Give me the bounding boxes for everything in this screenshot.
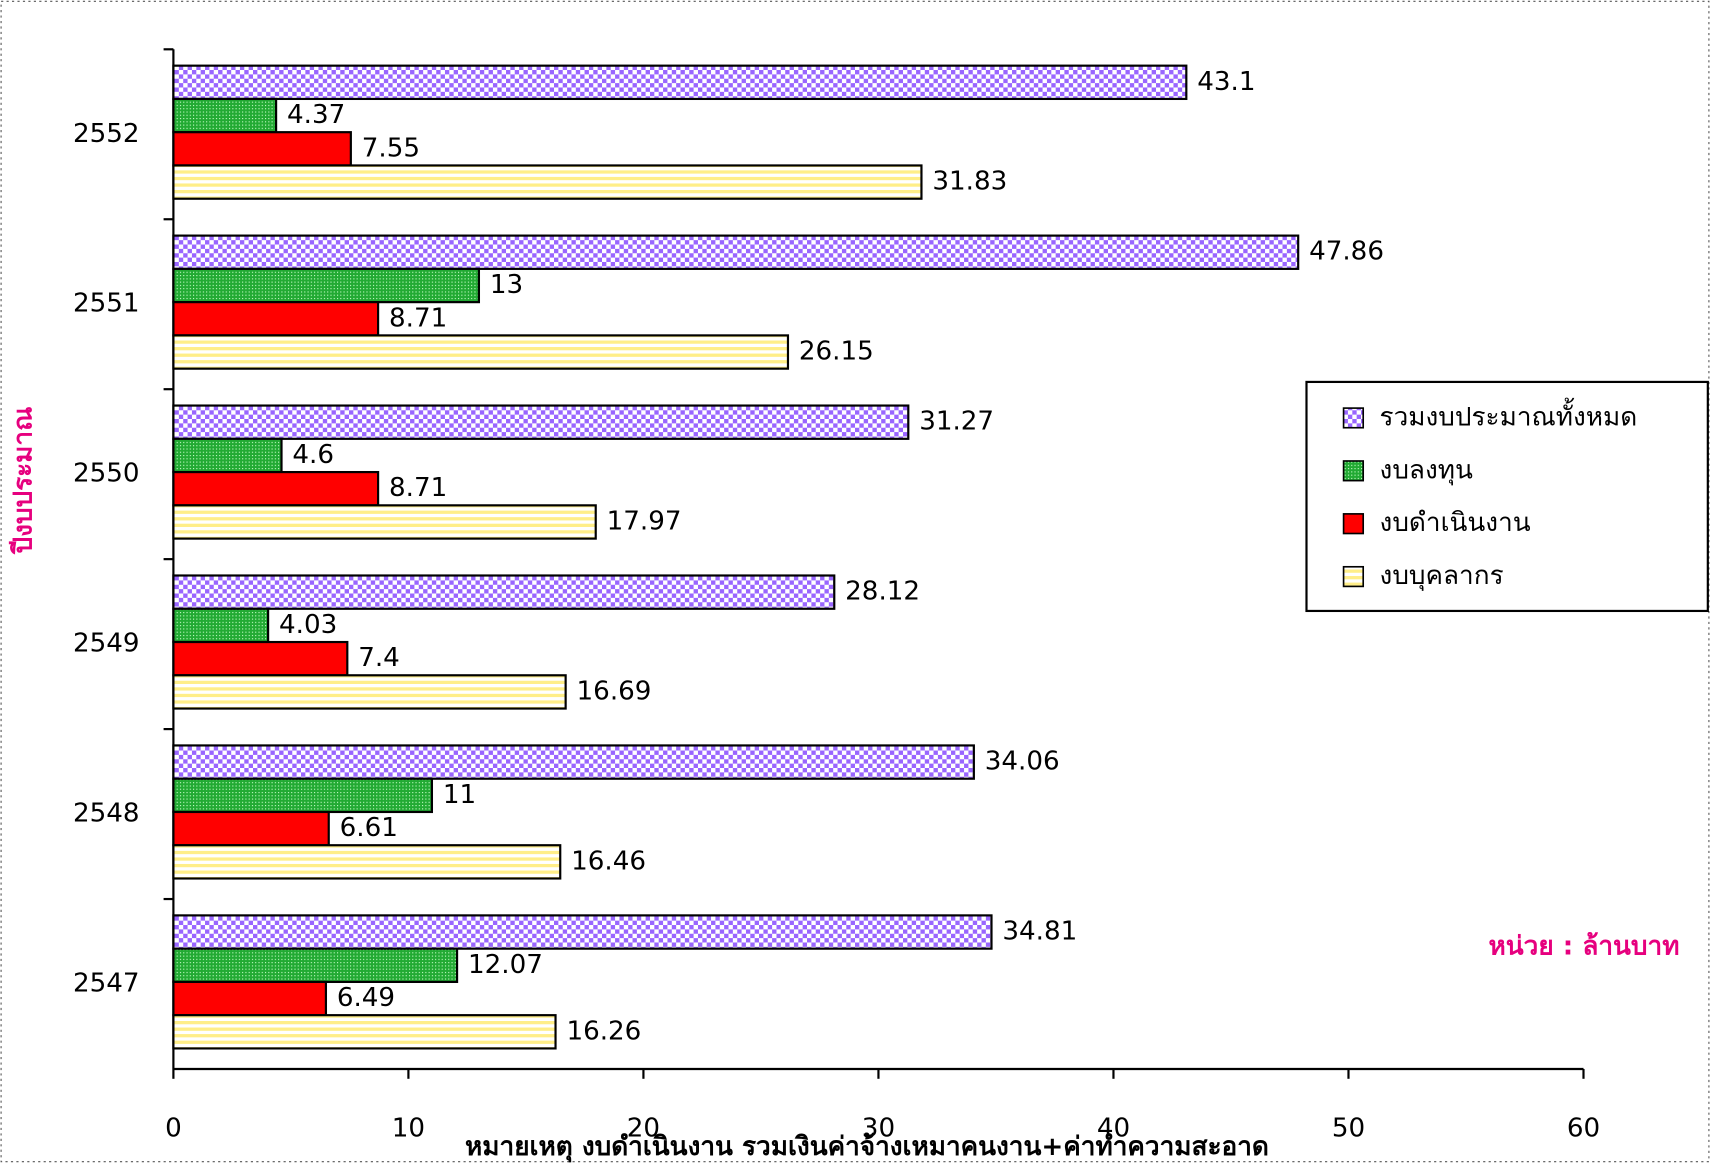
bar [172,674,567,710]
legend-swatch [1342,460,1365,482]
bar [172,131,352,167]
unit-note: หน่วย : ล้านบาท [1489,931,1680,961]
data-label: 28.12 [845,577,920,607]
y-tick-label: 2552 [73,119,140,149]
bar [172,607,270,644]
data-label: 16.69 [577,676,652,706]
bar [172,504,597,540]
legend-swatch [1342,513,1365,535]
data-label: 4.37 [287,100,345,130]
data-label: 4.03 [279,610,337,640]
data-label: 47.86 [1309,237,1384,267]
legend-label: งบดำเนินงาน [1380,508,1531,538]
data-label: 16.46 [571,846,646,876]
bar [172,744,975,780]
legend-swatch [1342,565,1365,588]
legend-swatch [1342,407,1365,429]
y-tick-label: 2548 [73,799,140,829]
data-label: 7.4 [358,643,400,673]
data-label: 8.71 [389,473,447,503]
bar [172,164,923,200]
data-label: 6.61 [340,813,398,843]
bar [172,64,1188,101]
y-tick-label: 2550 [73,459,140,489]
legend: รวมงบประมาณทั้งหมดงบลงทุนงบดำเนินงานงบบุ… [1305,380,1709,613]
x-tick-label: 50 [1332,1113,1365,1143]
data-label: 34.06 [985,747,1060,777]
bar [172,334,790,370]
bar [172,470,380,507]
bar [172,777,434,814]
y-tick-label: 2549 [73,629,140,659]
y-tick-label: 2547 [73,969,140,999]
data-label: 11 [443,780,476,810]
data-label: 31.27 [919,407,994,437]
y-axis-label: ปีงบประมาณ [8,407,38,555]
data-label: 31.83 [932,167,1007,197]
bar [172,234,1300,270]
footnote: หมายเหตุ งบดำเนินงาน รวมเงินค่าจ้างเหมาค… [465,1132,1269,1163]
data-label: 8.71 [389,303,447,333]
data-label: 4.6 [292,440,334,470]
bar [172,914,993,950]
x-tick-label: 60 [1567,1113,1600,1143]
bar [172,301,380,337]
x-tick-label: 10 [392,1113,425,1143]
x-tick-label: 0 [165,1113,182,1143]
x-tick-label: 20 [627,1113,660,1143]
bar [172,404,910,440]
data-label: 12.07 [468,950,543,980]
legend-label: งบลงทุน [1380,455,1473,485]
data-label: 7.55 [362,133,420,163]
data-label: 26.15 [799,337,874,367]
x-tick-label: 30 [862,1113,895,1143]
bar [172,810,330,847]
bar [172,437,283,474]
x-tick-label: 40 [1097,1113,1130,1143]
bar [172,267,481,304]
data-label: 13 [490,270,523,300]
data-label: 43.1 [1197,67,1255,97]
data-label: 34.81 [1002,917,1077,947]
bar [172,1014,557,1050]
y-tick-label: 2551 [73,289,140,319]
bar [172,844,562,880]
bar [172,640,349,677]
data-label: 6.49 [337,983,395,1013]
bar [172,980,328,1017]
legend-label: รวมงบประมาณทั้งหมด [1380,397,1638,432]
bar [172,97,278,134]
data-label: 17.97 [607,506,682,536]
legend-box [1305,380,1709,613]
data-label: 16.26 [566,1016,641,1046]
legend-label: งบบุคลากร [1380,561,1504,591]
bar [172,947,459,984]
bar [172,574,836,610]
